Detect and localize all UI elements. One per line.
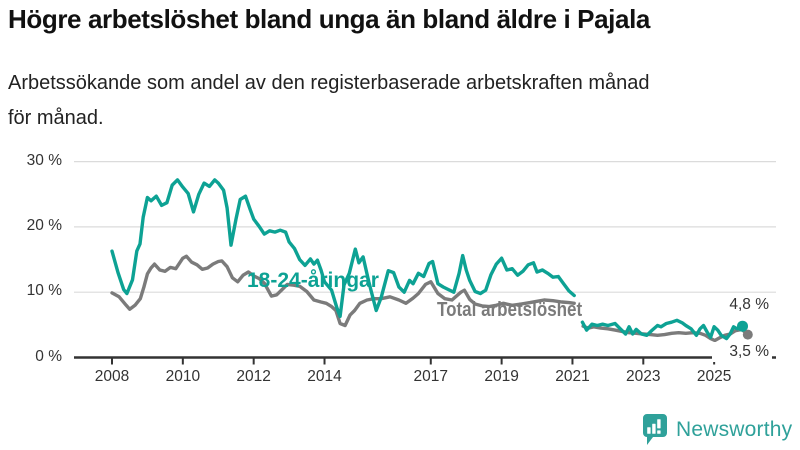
series-line-youth <box>110 178 576 319</box>
y-tick-label: 0 % <box>35 347 62 365</box>
chart-subtitle-line2: för månad. <box>8 107 104 129</box>
chart-subtitle-line1: Arbetssökande som andel av den registerb… <box>8 72 650 94</box>
x-tick-label: 2023 <box>626 368 661 385</box>
end-dot-total <box>742 329 753 340</box>
chart-subtitle: Arbetssökande som andel av den registerb… <box>8 66 650 136</box>
x-tick-label: 2012 <box>236 368 271 385</box>
series-line-youth <box>580 318 745 341</box>
series-line-total <box>110 254 576 328</box>
newsworthy-logo[interactable]: Newsworthy <box>641 413 792 446</box>
end-dot-youth <box>737 320 748 332</box>
y-tick-label: 10 % <box>26 282 62 300</box>
series-label-total: Total arbetslöshet <box>437 299 583 321</box>
y-tick-label: 30 % <box>26 151 62 169</box>
x-tick-label: 2021 <box>555 368 590 385</box>
end-value-label-youth: 4,8 % <box>712 295 772 315</box>
chart-title: Högre arbetslöshet bland unga än bland ä… <box>8 4 650 34</box>
series-label-youth: 18-24-åringar <box>247 269 379 292</box>
newsworthy-logo-text: Newsworthy <box>676 417 793 441</box>
x-tick-label: 2014 <box>307 368 342 385</box>
newsworthy-bars-icon <box>643 414 667 445</box>
y-tick-label: 20 % <box>26 216 62 234</box>
end-value-label-total: 3,5 % <box>712 342 772 362</box>
x-tick-label: 2019 <box>484 368 519 385</box>
x-tick-label: 2017 <box>413 368 448 385</box>
x-tick-label: 2008 <box>94 368 130 385</box>
x-tick-label: 2010 <box>165 368 201 385</box>
x-tick-label: 2025 <box>696 368 732 385</box>
